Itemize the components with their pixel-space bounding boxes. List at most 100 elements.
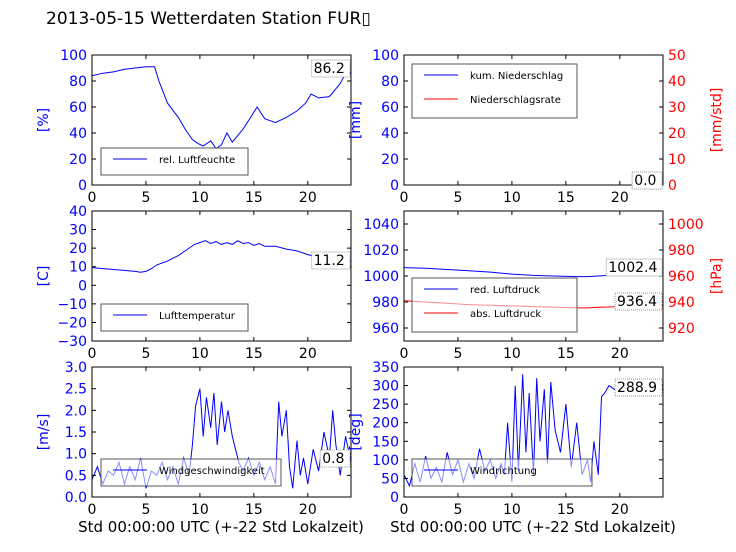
x-tick-label: 20 bbox=[611, 346, 629, 362]
y-tick-label: −10 bbox=[57, 297, 87, 313]
x-tick-label: 5 bbox=[141, 346, 150, 362]
x-tick-label: 20 bbox=[611, 502, 629, 518]
panel-temperature: 0 5 10 15 20 −30 −20 −10 0 10 20 30 40 [C] 11.2 Lufttem… bbox=[36, 204, 352, 362]
y-tick-label-right: 1000 bbox=[668, 217, 704, 233]
x-tick-label: 15 bbox=[557, 346, 575, 362]
y-axis-label-right: [mm/std] bbox=[709, 88, 725, 153]
legend-box bbox=[411, 277, 578, 333]
y-tick-label: 60 bbox=[381, 100, 399, 116]
y-tick-label: 40 bbox=[69, 126, 87, 142]
y-tick-label: 3.0 bbox=[65, 360, 87, 376]
y-tick-label: 0 bbox=[78, 278, 87, 294]
last-value-label-box bbox=[614, 378, 663, 397]
x-tick-label: 20 bbox=[611, 190, 629, 206]
y-tick-label: 1.0 bbox=[65, 447, 87, 463]
y-tick-label: −30 bbox=[57, 334, 87, 350]
x-tick-label: 5 bbox=[453, 346, 462, 362]
y-axis-label: [%] bbox=[36, 108, 52, 132]
x-tick-label: 15 bbox=[245, 346, 263, 362]
y-axis-label-right: [hPa] bbox=[709, 258, 725, 294]
y-tick-label: 80 bbox=[69, 74, 87, 90]
y-tick-label: 250 bbox=[372, 397, 399, 413]
plot-frame bbox=[91, 54, 352, 186]
x-tick-label: 10 bbox=[191, 346, 209, 362]
y-tick-label: 30 bbox=[69, 223, 87, 239]
y-tick-label: 300 bbox=[372, 379, 399, 395]
y-tick-label: 10 bbox=[69, 260, 87, 276]
y-tick-label-right: 10 bbox=[668, 152, 686, 168]
x-tick-label: 5 bbox=[453, 502, 462, 518]
y-tick-label-right: 20 bbox=[668, 126, 686, 142]
y-axis-label: [mm] bbox=[348, 101, 364, 139]
y-tick-label: 20 bbox=[69, 241, 87, 257]
series-line-humidity-0 bbox=[92, 66, 351, 150]
y-tick-label: 0.0 bbox=[65, 490, 87, 506]
panel-windspeed: 0 5 10 15 20 0.0 0.5 1.0 1.5 2.0 2.5 3.0 [m/s] 0.8 Win… bbox=[36, 360, 352, 518]
y-tick-label: 20 bbox=[381, 152, 399, 168]
y-tick-label-right: 920 bbox=[668, 321, 695, 337]
y-tick-label: 2.0 bbox=[65, 403, 87, 419]
panel-winddir: 0 5 10 15 20050100150200250300350[deg]288.9W… bbox=[348, 360, 664, 518]
last-value-label-right-box bbox=[614, 292, 663, 311]
x-tick-label: 5 bbox=[141, 502, 150, 518]
y-tick-label-right: 30 bbox=[668, 100, 686, 116]
legend-label: Windgeschwindigkeit bbox=[159, 466, 265, 477]
last-value-label-box bbox=[319, 449, 351, 468]
y-tick-label: 980 bbox=[372, 295, 399, 311]
legend-box bbox=[100, 458, 282, 487]
y-tick-label-right: 50 bbox=[668, 48, 686, 64]
plot-frame bbox=[403, 366, 664, 498]
y-tick-label: 0 bbox=[78, 178, 87, 194]
y-tick-label: 200 bbox=[372, 416, 399, 432]
y-tick-label: −20 bbox=[57, 315, 87, 331]
x-tick-label: 10 bbox=[191, 502, 209, 518]
last-value-label-right-box bbox=[631, 171, 663, 190]
panel-precip: 0 5 10 15 20 0 20 40 60 80 100 0 10 20 30 40 50 [mm] [mm/s… bbox=[348, 48, 725, 206]
y-tick-label: 40 bbox=[69, 204, 87, 220]
x-tick-label: 10 bbox=[191, 190, 209, 206]
x-tick-label: 15 bbox=[245, 190, 263, 206]
x-tick-label: 0 bbox=[88, 346, 97, 362]
y-tick-label: 100 bbox=[372, 48, 399, 64]
y-axis-label: [m/s] bbox=[36, 414, 52, 451]
last-value-label-right: 0.0 bbox=[634, 173, 656, 189]
figure-title: 2013-05-15 Wetterdaten Station FUR▯ bbox=[46, 9, 371, 29]
y-tick-label: 1020 bbox=[363, 243, 399, 259]
x-tick-label: 5 bbox=[453, 190, 462, 206]
x-tick-label: 20 bbox=[299, 346, 317, 362]
legend-label: Lufttemperatur bbox=[159, 311, 236, 322]
y-tick-label-right: 980 bbox=[668, 243, 695, 259]
y-tick-label: 0.5 bbox=[65, 468, 87, 484]
x-tick-label: 10 bbox=[503, 190, 521, 206]
legend-label: Windrichtung bbox=[470, 466, 537, 477]
legend-label: abs. Luftdruck bbox=[470, 309, 541, 320]
plot-frame bbox=[91, 210, 352, 342]
y-tick-label: 0 bbox=[390, 490, 399, 506]
y-tick-label: 100 bbox=[60, 48, 87, 64]
last-value-label-right: 936.4 bbox=[617, 294, 657, 310]
last-value-label: 0.8 bbox=[322, 451, 344, 467]
y-tick-label: 50 bbox=[381, 471, 399, 487]
x-tick-label: 5 bbox=[141, 190, 150, 206]
legend-box bbox=[411, 63, 578, 119]
x-tick-label: 0 bbox=[400, 190, 409, 206]
legend-label: red. Luftdruck bbox=[470, 285, 540, 296]
y-tick-label-right: 940 bbox=[668, 295, 695, 311]
y-tick-label: 1000 bbox=[363, 269, 399, 285]
y-tick-label-right: 40 bbox=[668, 74, 686, 90]
x-tick-label: 20 bbox=[299, 190, 317, 206]
legend-box bbox=[100, 303, 249, 332]
y-tick-label: 1040 bbox=[363, 217, 399, 233]
y-axis-label: [C] bbox=[36, 266, 52, 287]
y-tick-label: 60 bbox=[69, 100, 87, 116]
last-value-label-box bbox=[311, 59, 351, 78]
y-tick-label-right: 0 bbox=[668, 178, 677, 194]
legend-box bbox=[100, 147, 249, 176]
last-value-label: 1002.4 bbox=[608, 260, 657, 276]
x-axis-label-right: Std 00:00:00 UTC (+-22 Std Lokalzeit) bbox=[390, 518, 676, 536]
y-tick-label: 40 bbox=[381, 126, 399, 142]
x-axis-label-left: Std 00:00:00 UTC (+-22 Std Lokalzeit) bbox=[78, 518, 364, 536]
last-value-label: 288.9 bbox=[617, 380, 657, 396]
x-tick-label: 10 bbox=[503, 346, 521, 362]
last-value-label: 11.2 bbox=[314, 253, 345, 269]
